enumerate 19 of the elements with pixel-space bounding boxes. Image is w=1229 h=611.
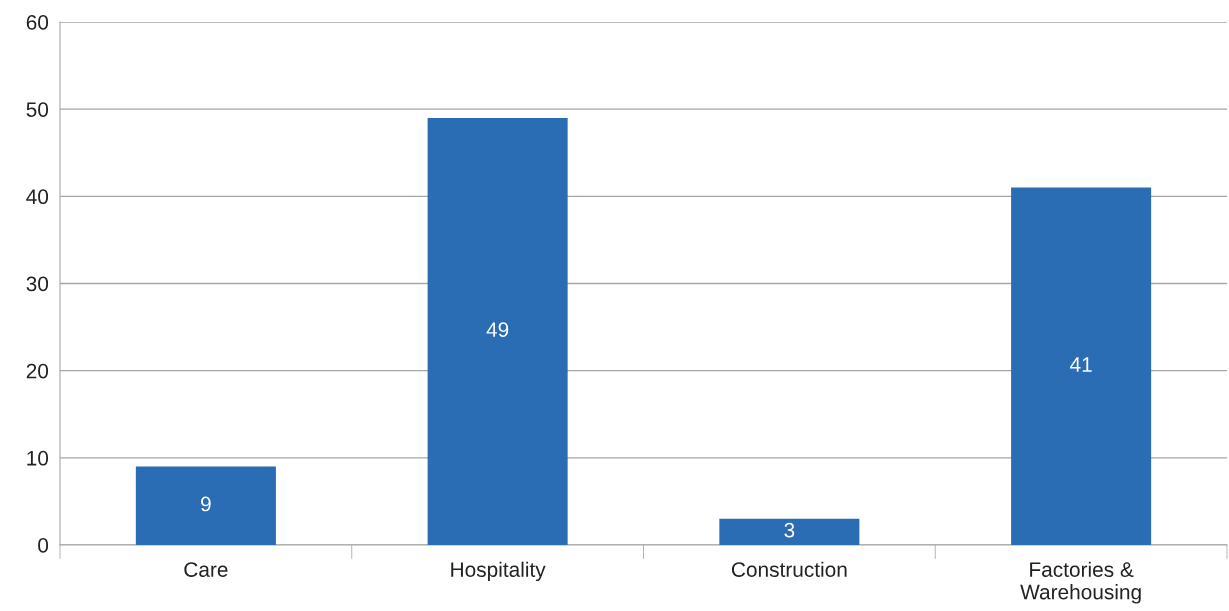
bar <box>1011 187 1152 545</box>
data-label: 49 <box>486 322 509 338</box>
y-tick-label: 60 <box>26 15 49 30</box>
data-label: 3 <box>784 522 795 538</box>
data-label: 9 <box>201 496 211 512</box>
data-label: 41 <box>1070 357 1092 372</box>
x-tick-label: Factories & Warehousing <box>1020 561 1141 604</box>
y-tick-label: 0 <box>38 538 49 553</box>
bar <box>427 117 568 545</box>
y-tick-label: 40 <box>26 189 49 205</box>
y-tick-label: 30 <box>26 276 49 292</box>
x-tick-label: Construction <box>731 561 847 577</box>
y-tick-label: 20 <box>26 363 49 379</box>
x-tick-label: Hospitality <box>451 561 546 582</box>
bar <box>135 466 276 545</box>
bar <box>719 518 860 545</box>
y-tick-label: 10 <box>27 450 49 466</box>
y-tick-label: 50 <box>26 102 49 117</box>
x-tick-label: Care <box>184 562 228 577</box>
